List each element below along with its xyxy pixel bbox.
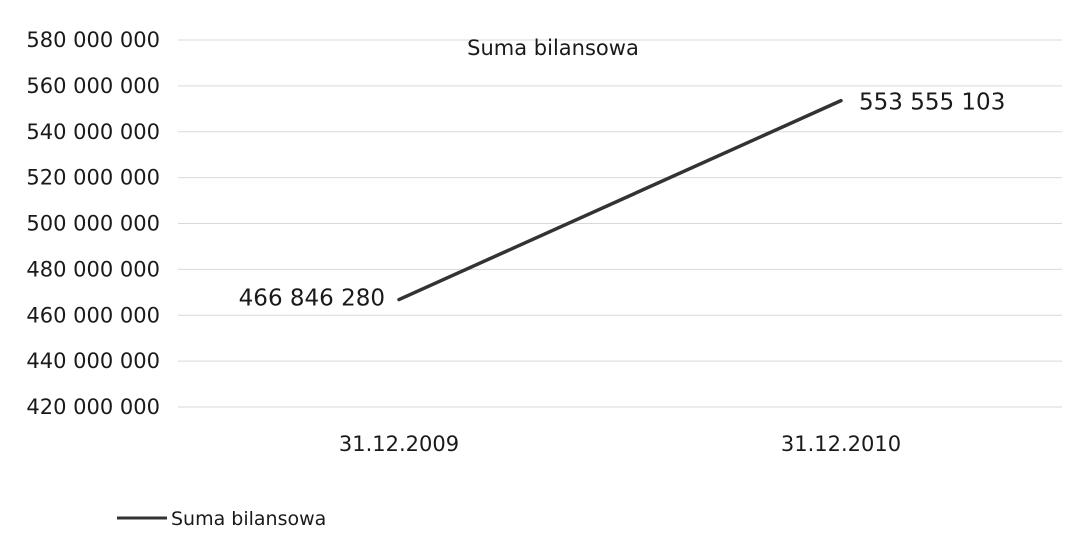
y-tick-label: 560 000 000 — [26, 74, 160, 98]
gridlines — [178, 39, 1062, 408]
y-tick-label: 480 000 000 — [26, 257, 160, 281]
data-labels: 466 846 280 553 555 103 — [239, 90, 1006, 312]
y-tick-label: 460 000 000 — [26, 303, 160, 327]
data-label: 466 846 280 — [239, 286, 385, 312]
y-tick-label: 420 000 000 — [26, 395, 160, 419]
y-tick-label: 500 000 000 — [26, 212, 160, 236]
chart-title: Suma bilansowa — [467, 36, 639, 60]
y-tick-label: 580 000 000 — [26, 28, 160, 52]
x-category-label: 31.12.2010 — [781, 432, 901, 456]
y-tick-label: 440 000 000 — [26, 349, 160, 373]
y-tick-label: 520 000 000 — [26, 166, 160, 190]
x-axis-category-labels: 31.12.2009 31.12.2010 — [339, 432, 901, 456]
series-line — [397, 98, 843, 302]
legend-entry-label: Suma bilansowa — [171, 508, 326, 530]
series-layer — [397, 98, 843, 302]
x-category-label: 31.12.2009 — [339, 432, 459, 456]
y-axis-tick-labels: 420 000 000 440 000 000 460 000 000 480 000… — [26, 28, 160, 419]
y-tick-label: 540 000 000 — [26, 120, 160, 144]
data-label: 553 555 103 — [859, 90, 1005, 116]
legend: Suma bilansowa — [117, 508, 326, 530]
